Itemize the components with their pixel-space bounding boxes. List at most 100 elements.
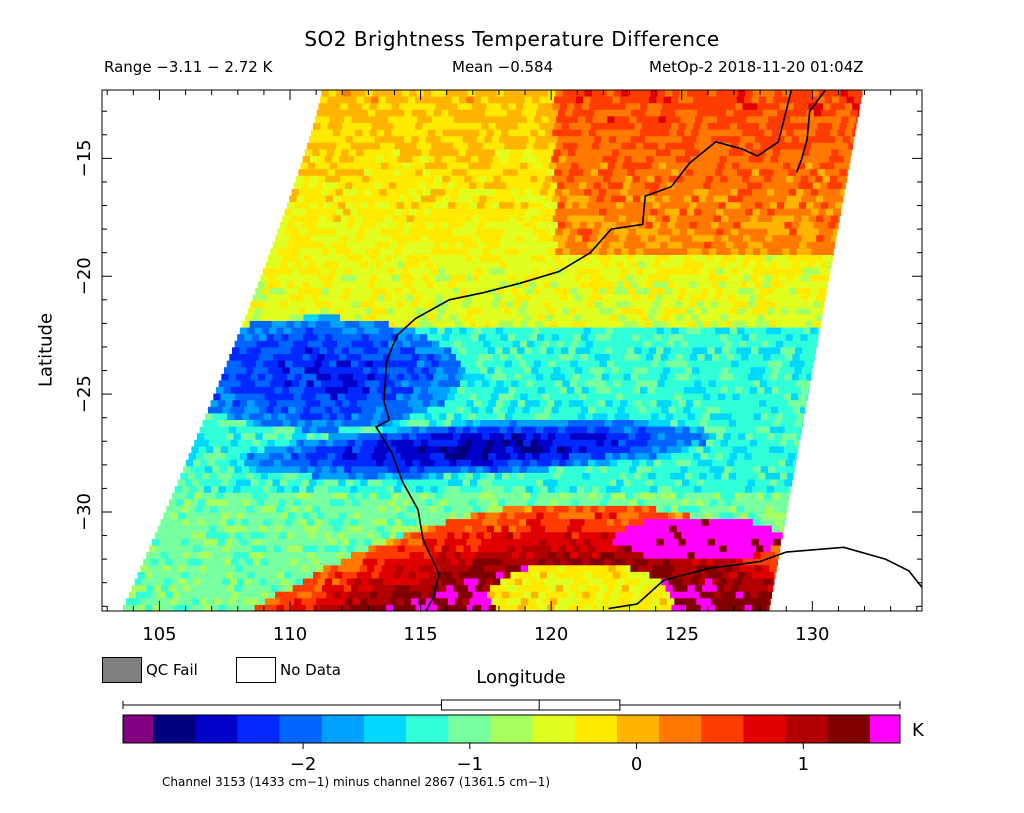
heatmap-cell xyxy=(720,314,729,322)
heatmap-cell xyxy=(519,340,528,348)
heatmap-cell xyxy=(510,453,519,461)
heatmap-cell xyxy=(828,261,832,269)
heatmap-cell xyxy=(420,334,428,342)
heatmap-cell xyxy=(808,129,817,137)
heatmap-cell xyxy=(313,327,321,335)
heatmap-cell xyxy=(270,248,279,256)
heatmap-cell xyxy=(676,103,685,111)
heatmap-cell xyxy=(618,129,626,137)
heatmap-cell xyxy=(667,301,675,309)
heatmap-cell xyxy=(605,400,614,408)
heatmap-cell xyxy=(482,433,490,441)
heatmap-cell xyxy=(586,393,595,401)
heatmap-cell xyxy=(614,116,623,124)
heatmap-cell xyxy=(388,340,397,348)
heatmap-cell xyxy=(482,90,491,98)
heatmap-cell xyxy=(616,354,625,362)
heatmap-cell xyxy=(407,96,416,104)
heatmap-cell xyxy=(684,294,692,302)
heatmap-cell xyxy=(491,446,500,454)
heatmap-cell xyxy=(620,307,629,315)
heatmap-cell xyxy=(506,222,515,230)
heatmap-cell xyxy=(349,453,358,461)
heatmap-cell xyxy=(347,314,356,322)
heatmap-cell xyxy=(320,169,329,177)
heatmap-cell xyxy=(198,446,207,454)
heatmap-cell xyxy=(510,307,519,315)
heatmap-cell xyxy=(681,136,690,144)
heatmap-cell xyxy=(535,202,544,210)
heatmap-cell xyxy=(455,261,464,269)
heatmap-cell xyxy=(786,255,795,263)
heatmap-cell xyxy=(798,321,807,329)
heatmap-cell xyxy=(680,466,689,474)
heatmap-cell xyxy=(278,466,286,474)
heatmap-cell xyxy=(381,321,390,329)
heatmap-cell xyxy=(345,446,353,454)
heatmap-cell xyxy=(390,459,399,467)
heatmap-cell xyxy=(387,248,396,256)
heatmap-cell xyxy=(293,393,302,401)
heatmap-cell xyxy=(321,90,330,98)
heatmap-cell xyxy=(335,288,344,296)
heatmap-cell xyxy=(368,406,377,414)
heatmap-cell xyxy=(537,439,546,447)
heatmap-cell xyxy=(335,268,344,276)
heatmap-cell xyxy=(572,281,581,289)
heatmap-cell xyxy=(194,439,203,447)
heatmap-cell xyxy=(635,307,643,315)
heatmap-cell xyxy=(796,189,804,197)
heatmap-cell xyxy=(650,142,659,150)
heatmap-cell xyxy=(600,116,608,124)
heatmap-cell xyxy=(470,156,479,164)
heatmap-cell xyxy=(612,453,621,461)
heatmap-cell xyxy=(264,446,273,454)
heatmap-cell xyxy=(381,393,390,401)
heatmap-cell xyxy=(437,486,446,494)
heatmap-cell xyxy=(745,486,753,494)
heatmap-cell xyxy=(617,156,625,164)
heatmap-cell xyxy=(436,420,445,428)
heatmap-cell xyxy=(293,340,301,348)
heatmap-cell xyxy=(384,235,393,243)
heatmap-cell xyxy=(791,241,800,249)
heatmap-cell xyxy=(218,433,227,441)
heatmap-cell xyxy=(669,129,678,137)
heatmap-cell xyxy=(673,466,681,474)
heatmap-cell xyxy=(410,182,419,190)
heatmap-cell xyxy=(808,195,817,203)
heatmap-cell xyxy=(429,420,437,428)
heatmap-cell xyxy=(620,400,628,408)
heatmap-cell xyxy=(583,453,592,461)
heatmap-cell xyxy=(348,367,357,375)
heatmap-cell xyxy=(526,116,535,124)
heatmap-cell xyxy=(561,96,570,104)
heatmap-cell xyxy=(469,182,478,190)
heatmap-cell xyxy=(399,215,408,223)
heatmap-cell xyxy=(668,354,676,362)
heatmap-cell xyxy=(581,387,590,395)
heatmap-cell xyxy=(391,195,400,203)
heatmap-cell xyxy=(554,123,563,131)
heatmap-cell xyxy=(370,215,378,223)
heatmap-cell xyxy=(451,327,460,335)
heatmap-cell xyxy=(438,380,446,388)
heatmap-cell xyxy=(704,373,712,381)
heatmap-cell xyxy=(634,453,643,461)
heatmap-cell xyxy=(354,129,363,137)
heatmap-cell xyxy=(277,433,286,441)
heatmap-cell xyxy=(562,208,571,216)
heatmap-cell xyxy=(376,129,385,137)
heatmap-cell xyxy=(295,406,304,414)
heatmap-cell xyxy=(303,195,312,203)
heatmap-cell xyxy=(703,202,712,210)
heatmap-cell xyxy=(765,235,773,243)
heatmap-cell xyxy=(569,307,578,315)
heatmap-cell xyxy=(444,347,452,355)
heatmap-cell xyxy=(797,413,805,421)
heatmap-cell xyxy=(827,182,836,190)
heatmap-cell xyxy=(723,268,732,276)
heatmap-cell xyxy=(479,367,488,375)
heatmap-cell xyxy=(719,354,728,362)
heatmap-cell xyxy=(489,208,498,216)
